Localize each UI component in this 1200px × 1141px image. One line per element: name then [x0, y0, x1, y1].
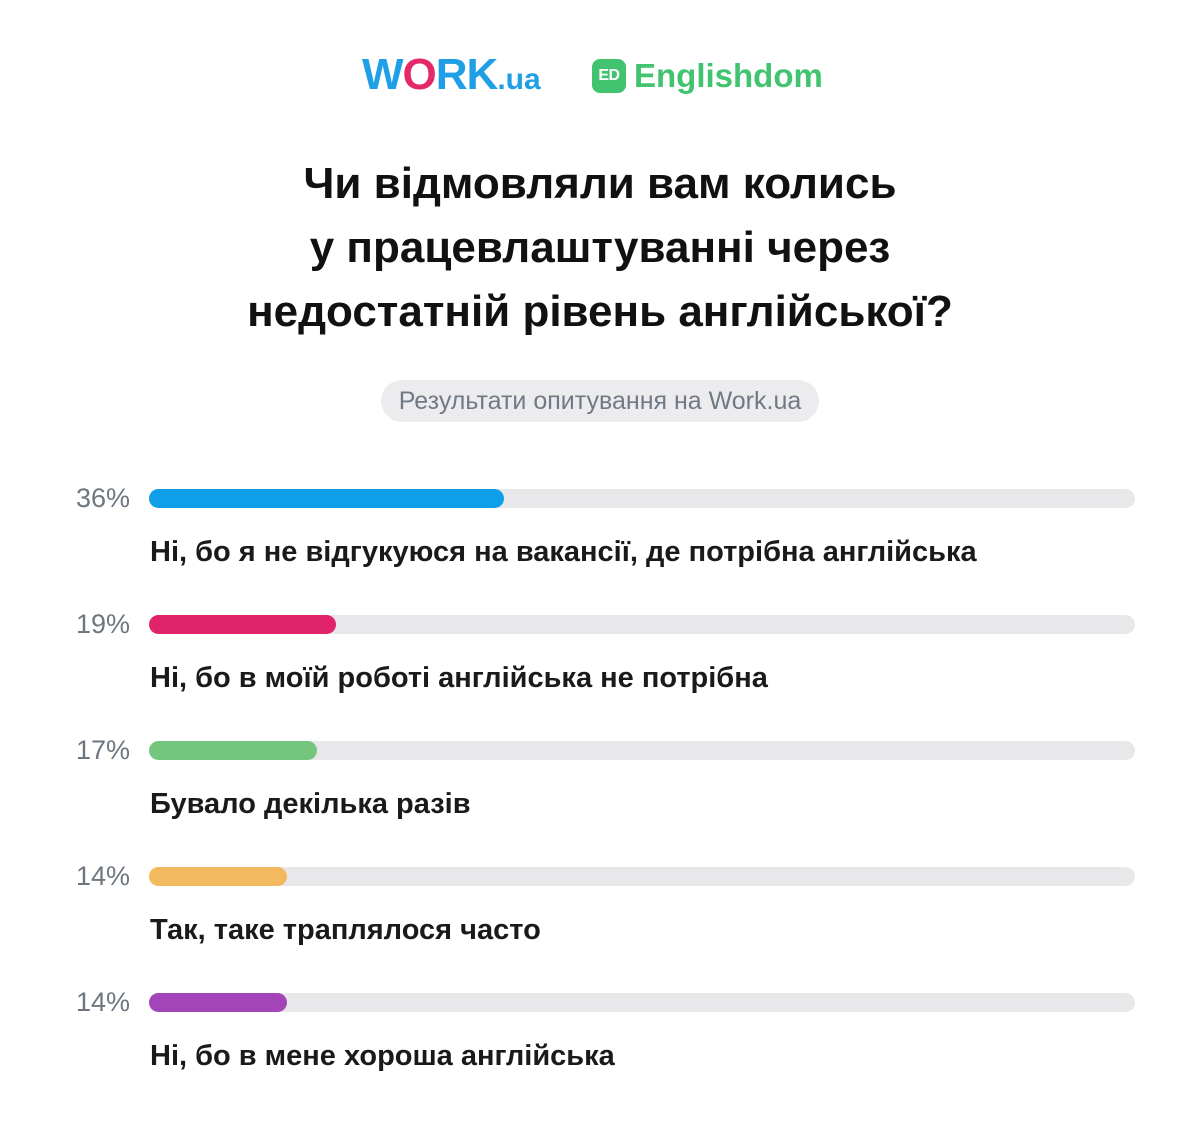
chart-row: 14% Ні, бо в мене хороша англійська [0, 974, 1200, 1100]
bar-value-label: 36% [75, 483, 130, 513]
subtitle-container: Результати опитування на Work.ua [0, 380, 1200, 422]
survey-subtitle-badge: Результати опитування на Work.ua [380, 380, 820, 422]
chart-title-line: Чи відмовляли вам колись [303, 159, 897, 208]
bar-fill [149, 993, 287, 1012]
bar-track [149, 489, 1135, 508]
bar-value-label: 14% [75, 861, 130, 891]
bar-track [149, 615, 1135, 634]
bar-value-label: 14% [75, 987, 130, 1017]
bar-fill [149, 741, 317, 760]
englishdom-badge-icon: ED [592, 59, 626, 93]
chart-row: 19% Ні, бо в моїй роботі англійська не по… [0, 596, 1200, 722]
logos-header: WORK.ua ED Englishdom [0, 52, 1200, 102]
chart-title-line: недостатній рівень англійської? [247, 287, 953, 336]
chart-rows: 36% Ні, бо я не відгукуюся на вакансії, д… [0, 470, 1200, 1100]
bar-category-label: Так, таке траплялося часто [150, 914, 541, 946]
englishdom-logo: ED Englishdom [592, 58, 823, 94]
bar-category-label: Бувало декілька разів [150, 788, 471, 820]
bar-fill [149, 615, 336, 634]
chart-row: 36% Ні, бо я не відгукуюся на вакансії, д… [0, 470, 1200, 596]
bar-value-label: 19% [75, 609, 130, 639]
bar-fill [149, 489, 504, 508]
chart-row: 17% Бувало декілька разів [0, 722, 1200, 848]
bar-category-label: Ні, бо в моїй роботі англійська не потрі… [150, 662, 768, 694]
work-ua-logo: WORK.ua [362, 50, 541, 99]
bar-category-label: Ні, бо в мене хороша англійська [150, 1040, 615, 1072]
bar-track [149, 741, 1135, 760]
bar-category-label: Ні, бо я не відгукуюся на вакансії, де п… [150, 536, 977, 568]
bar-track [149, 993, 1135, 1012]
chart-title: Чи відмовляли вам колись у працевлаштува… [100, 152, 1100, 344]
bar-value-label: 17% [75, 735, 130, 765]
bar-fill [149, 867, 287, 886]
chart-title-line: у працевлаштуванні через [309, 223, 891, 272]
bar-track [149, 867, 1135, 886]
englishdom-wordmark: Englishdom [634, 57, 823, 94]
chart-row: 14% Так, таке траплялося часто [0, 848, 1200, 974]
